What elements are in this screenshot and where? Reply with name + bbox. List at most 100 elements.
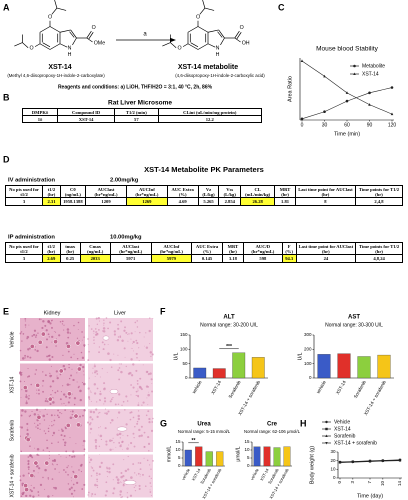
tissue-texture	[98, 473, 101, 476]
bar	[337, 353, 351, 379]
tissue-texture	[65, 342, 69, 345]
table-cell: 3	[4, 197, 44, 206]
tissue-texture	[70, 486, 73, 489]
x-tick-label: XST-14	[210, 379, 222, 395]
tissue-texture	[51, 463, 54, 465]
reagent-label: a	[143, 32, 147, 38]
tissue-texture	[61, 413, 63, 415]
bond	[197, 43, 209, 50]
tissue-texture	[47, 430, 50, 433]
tissue-texture	[35, 334, 38, 337]
legend-label: Vehicle	[334, 419, 350, 425]
x-tick-label: XST-14	[191, 467, 202, 482]
tissue-texture	[43, 430, 45, 432]
header-cell: Time points for T1/2 (hr)	[354, 184, 404, 199]
tissue-texture	[100, 461, 103, 464]
marker	[338, 461, 342, 465]
tissue-texture	[71, 455, 74, 458]
marker	[398, 459, 402, 463]
tissue-texture	[42, 379, 45, 382]
tissue-texture	[83, 336, 85, 338]
tissue-texture	[70, 411, 72, 413]
tissue-texture	[26, 429, 29, 432]
tissue-texture	[82, 445, 84, 447]
bond	[14, 42, 23, 47]
tissue-texture	[66, 331, 70, 334]
tissue-texture	[19, 426, 21, 428]
header-cell: Vss (L/kg)	[218, 184, 242, 199]
tissue-texture	[55, 345, 57, 347]
tissue-texture	[152, 417, 154, 420]
tissue-texture	[143, 445, 146, 449]
x-tick-label: vehicle	[249, 467, 260, 481]
y-tick-label: 30	[330, 449, 336, 454]
tissue-texture	[64, 444, 66, 447]
tissue-texture	[47, 354, 50, 357]
header-cell: t1/2 (hr)	[42, 184, 61, 199]
tissue-texture	[52, 380, 55, 383]
tissue-texture	[130, 374, 134, 377]
tissue-texture	[22, 474, 25, 477]
tissue-texture	[144, 485, 147, 487]
tissue-texture	[97, 316, 101, 320]
tissue-texture	[99, 390, 101, 393]
tissue-texture	[137, 390, 139, 392]
tissue-texture	[61, 429, 64, 433]
tissue-texture	[96, 415, 99, 419]
tissue-texture	[87, 338, 89, 340]
tissue-texture	[76, 358, 79, 360]
tissue-texture	[117, 336, 120, 338]
tissue-texture	[27, 462, 30, 464]
tissue-texture	[140, 388, 143, 391]
tissue-texture	[89, 427, 93, 431]
tissue-texture	[31, 335, 34, 337]
tissue-texture	[46, 355, 49, 358]
table-row: 3 2.69 0.25 2033 5971 5979 0.145 3.18 598 94.3 24 4…	[5, 254, 403, 263]
tissue-texture	[135, 390, 138, 393]
tissue-texture	[62, 354, 64, 356]
tissue-texture	[148, 475, 151, 478]
glomerulus	[44, 460, 50, 466]
tissue-texture	[103, 343, 106, 346]
tissue-texture	[92, 372, 94, 374]
tissue-texture	[94, 445, 98, 448]
y-axis-label: μmol/L	[235, 446, 241, 461]
tissue-texture	[20, 373, 23, 376]
marker	[345, 99, 349, 103]
tissue-texture	[30, 383, 32, 386]
tissue-texture	[112, 492, 115, 495]
tissue-texture	[88, 457, 90, 459]
table-cell: 5971	[109, 254, 152, 263]
tissue-texture	[63, 469, 65, 471]
tissue-texture	[119, 481, 121, 483]
tissue-texture	[88, 396, 91, 399]
bar	[212, 368, 226, 379]
tissue-texture	[48, 454, 50, 456]
tissue-texture	[123, 459, 125, 461]
tissue-texture	[117, 411, 121, 414]
tissue-texture	[38, 467, 41, 470]
tissue-texture	[120, 320, 123, 323]
tissue-texture	[88, 377, 90, 379]
tissue-texture	[59, 411, 61, 414]
dose: 2.00mg/kg	[110, 178, 139, 184]
vessel	[109, 389, 119, 394]
tissue-texture	[90, 391, 92, 393]
tissue-texture	[65, 456, 67, 458]
tissue-texture	[94, 439, 98, 442]
table-cell: 2033	[79, 254, 111, 263]
tissue-texture	[152, 459, 154, 462]
tissue-texture	[28, 395, 30, 397]
tissue-texture	[90, 475, 93, 477]
table-cell: 5.265	[197, 197, 220, 206]
tissue-texture	[99, 454, 101, 456]
tissue-texture	[65, 471, 67, 473]
tissue-texture	[117, 327, 120, 330]
tissue-texture	[73, 353, 75, 355]
tissue-texture	[91, 495, 93, 497]
bond	[187, 26, 199, 33]
tissue-texture	[21, 389, 23, 391]
tissue-texture	[41, 318, 42, 320]
tissue-texture	[88, 491, 90, 494]
bond	[187, 43, 199, 50]
